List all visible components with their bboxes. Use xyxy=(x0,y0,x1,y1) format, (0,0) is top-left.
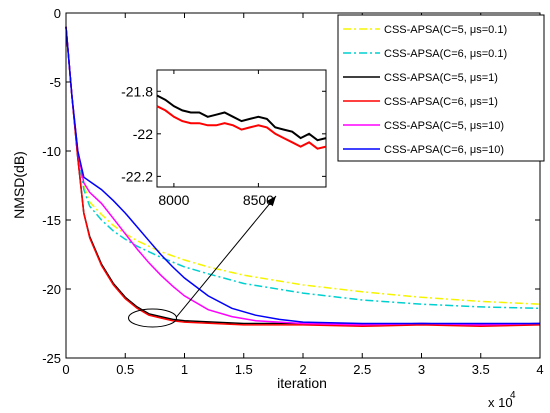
x-tick-label: 4 xyxy=(536,362,543,377)
series-line-4 xyxy=(65,26,541,326)
axis-ticks: 0 0.5 1 1.5 2 2.5 3 3.5 4 0 -5 -10 -15 -20 -25 xyxy=(42,6,543,377)
x-tick-label: 0.5 xyxy=(116,362,134,377)
x-tick-label: 1.5 xyxy=(235,362,253,377)
legend-label: CSS-APSA(C=5, μs=1) xyxy=(384,72,498,84)
zoom-annotation xyxy=(128,195,277,328)
x-axis-label: iteration xyxy=(277,375,327,391)
inset-y-tick-label: -22.2 xyxy=(121,168,153,184)
x-tick-label: 2.5 xyxy=(353,362,371,377)
y-tick-label: -5 xyxy=(49,75,61,90)
inset-y-tick-label: -21.8 xyxy=(121,83,153,99)
series-layer xyxy=(65,26,541,328)
legend-label: CSS-APSA(C=5, μs=0.1) xyxy=(384,24,507,36)
legend-box xyxy=(337,14,545,162)
inset-x-tick-label: 8500 xyxy=(243,192,274,208)
y-tick-label: -25 xyxy=(42,351,61,366)
series-line-3 xyxy=(65,26,541,328)
x-tick-label: 2 xyxy=(299,362,306,377)
y-tick-label: -15 xyxy=(42,213,61,228)
y-tick-label: -20 xyxy=(42,282,61,297)
inset-chart: 8000 8500 -21.8 -22 -22.2 xyxy=(121,69,327,208)
x-tick-label: 3 xyxy=(418,362,425,377)
legend-label: CSS-APSA(C=6, μs=1) xyxy=(384,96,498,108)
y-axis-label: NMSD(dB) xyxy=(11,151,27,219)
zoom-arrow xyxy=(176,195,277,318)
series-line-1 xyxy=(65,26,541,310)
x-tick-label: 1 xyxy=(181,362,188,377)
x-exponent-label: x 10 xyxy=(488,395,513,410)
y-tick-label: 0 xyxy=(54,6,61,21)
inset-x-tick-label: 8000 xyxy=(158,192,189,208)
legend-label: CSS-APSA(C=6, μs=0.1) xyxy=(384,48,507,60)
x-tick-label: 3.5 xyxy=(472,362,490,377)
legend: CSS-APSA(C=5, μs=0.1) CSS-APSA(C=6, μs=0.… xyxy=(337,14,545,162)
x-exponent-power: 4 xyxy=(510,390,516,401)
series-line-5 xyxy=(65,26,540,325)
inset-series-line-1 xyxy=(156,105,327,150)
zoom-arrow-head xyxy=(266,196,276,207)
inset-series-line-0 xyxy=(156,94,327,142)
series-line-0 xyxy=(65,26,541,305)
zoom-ellipse xyxy=(128,308,178,328)
inset-y-tick-label: -22 xyxy=(133,126,153,142)
y-tick-label: -10 xyxy=(42,144,61,159)
legend-label: CSS-APSA(C=6, μs=10) xyxy=(384,144,504,156)
legend-label: CSS-APSA(C=5, μs=10) xyxy=(384,120,504,132)
x-tick-label: 0 xyxy=(62,362,69,377)
